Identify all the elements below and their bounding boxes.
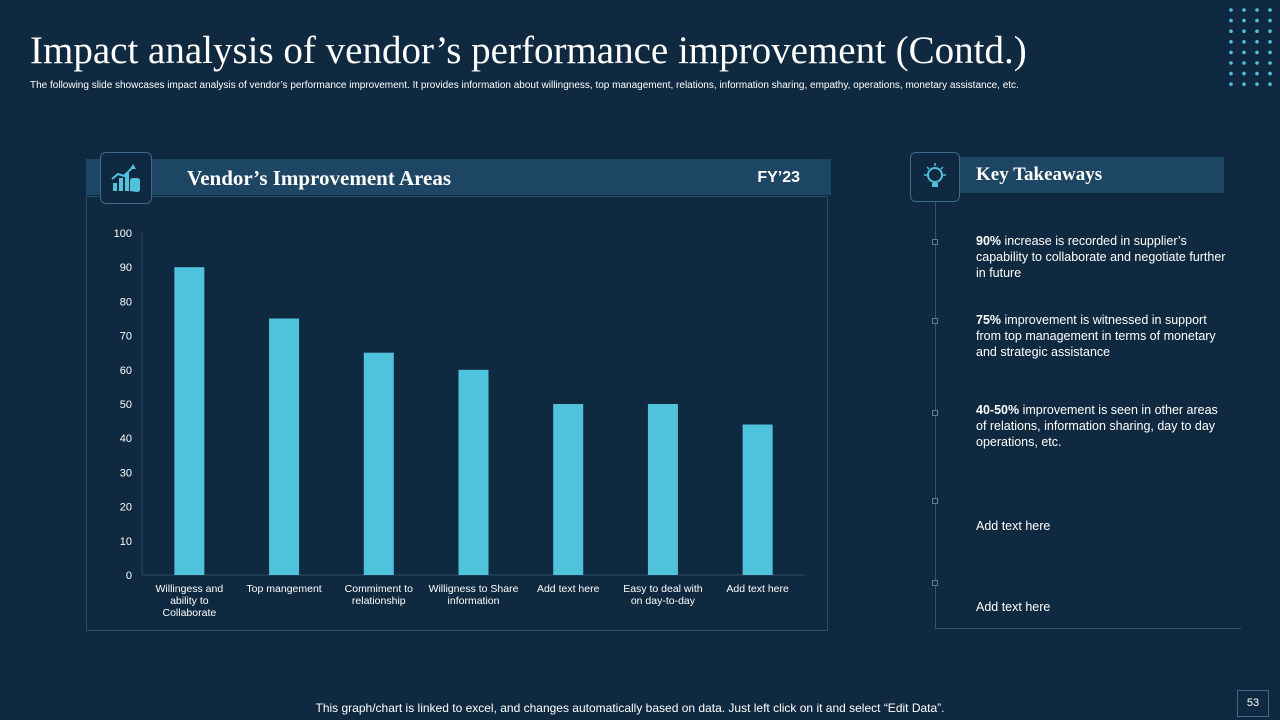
decorative-dot (1242, 61, 1246, 65)
decorative-dot (1242, 82, 1246, 86)
takeaway-highlight: 75% (976, 313, 1002, 327)
decorative-dot (1242, 29, 1246, 33)
y-tick-label: 50 (120, 399, 132, 411)
bar (553, 404, 584, 575)
takeaway-item: 90% increase is recorded in supplier’s c… (976, 233, 1228, 281)
decorative-dot (1229, 8, 1233, 12)
decorative-dot (1242, 50, 1246, 55)
decorative-dot-grid-icon (1229, 8, 1272, 86)
decorative-dot (1268, 71, 1272, 76)
takeaway-marker (932, 498, 938, 504)
bar (742, 424, 773, 575)
x-tick-label: Add text here (537, 583, 600, 595)
decorative-dot (1255, 71, 1259, 76)
slide-subtitle: The following slide showcases impact ana… (30, 80, 1019, 91)
takeaway-text: improvement is seen in other areas of re… (976, 403, 1218, 449)
x-tick-label: Willigness to Share information (429, 583, 519, 607)
x-axis-labels: Willingess and ability to Collaborate Top m… (156, 583, 790, 619)
bar (174, 267, 205, 575)
decorative-dot (1242, 18, 1246, 23)
bar (458, 369, 489, 575)
y-tick-label: 90 (120, 262, 132, 274)
decorative-dot (1242, 71, 1246, 76)
y-tick-label: 10 (120, 536, 132, 548)
takeaway-text: Add text here (976, 600, 1051, 614)
takeaway-item: Add text here (976, 599, 1228, 615)
x-tick-label: Easy to deal with on day-to-day (623, 583, 703, 607)
y-tick-label: 0 (126, 570, 132, 582)
y-tick-label: 60 (120, 365, 132, 377)
decorative-dot (1255, 40, 1259, 44)
takeaway-highlight: 90% (976, 234, 1002, 248)
decorative-dot (1255, 18, 1259, 23)
decorative-dot (1268, 82, 1272, 86)
takeaways-icon-badge (910, 152, 960, 202)
decorative-dot (1255, 8, 1259, 12)
bar-chart: 0 10 20 30 40 50 60 70 80 90 100 Willingess and abi… (114, 228, 805, 619)
y-tick-label: 80 (120, 296, 132, 308)
takeaway-marker (932, 239, 938, 245)
decorative-dot (1268, 18, 1272, 23)
decorative-dot (1242, 40, 1246, 44)
takeaway-item: 40-50% improvement is seen in other area… (976, 402, 1228, 450)
decorative-dot (1242, 8, 1246, 12)
lightbulb-icon (924, 163, 946, 187)
chart-icon-badge (100, 152, 152, 204)
decorative-dot (1268, 61, 1272, 65)
takeaway-highlight: 40-50% (976, 403, 1020, 417)
chart-title: Vendor’s Improvement Areas (187, 166, 452, 190)
bar (647, 404, 678, 575)
bar (363, 352, 394, 575)
bar-chart-hand-icon (111, 164, 140, 192)
page-number: 53 (1237, 690, 1269, 717)
x-tick-label: Willingess and ability to Collaborate (156, 583, 224, 619)
takeaway-marker (932, 410, 938, 416)
decorative-dot (1255, 50, 1259, 55)
decorative-dot (1268, 40, 1272, 44)
bar (269, 318, 300, 575)
decorative-dot (1268, 29, 1272, 33)
chart-panel: 0 10 20 30 40 50 60 70 80 90 100 Willingess and abi… (86, 196, 828, 631)
decorative-dot (1229, 61, 1233, 65)
bars (174, 267, 773, 575)
takeaway-marker (932, 580, 938, 586)
decorative-dot (1229, 50, 1233, 55)
decorative-dot (1229, 40, 1233, 44)
slide-title: Impact analysis of vendor’s performance … (30, 29, 1027, 72)
takeaways-divider (935, 628, 1241, 629)
takeaways-header: Key Takeaways (958, 157, 1224, 193)
decorative-dot (1255, 82, 1259, 86)
x-tick-label: Commiment to relationship (345, 583, 413, 607)
footer-note: This graph/chart is linked to excel, and… (315, 701, 945, 715)
decorative-dot (1229, 71, 1233, 76)
takeaway-text: improvement is witnessed in support from… (976, 313, 1216, 359)
chart-header: Vendor’s Improvement Areas FY’23 (86, 159, 831, 195)
takeaway-item: Add text here (976, 518, 1228, 534)
y-axis: 0 10 20 30 40 50 60 70 80 90 100 (114, 228, 805, 582)
decorative-dot (1229, 82, 1233, 86)
x-tick-label: Add text here (726, 583, 789, 595)
takeaway-item: 75% improvement is witnessed in support … (976, 312, 1228, 360)
decorative-dot (1255, 61, 1259, 65)
takeaway-text: Add text here (976, 519, 1051, 533)
y-tick-label: 40 (120, 433, 132, 445)
y-tick-label: 20 (120, 502, 132, 514)
takeaway-marker (932, 318, 938, 324)
decorative-dot (1268, 8, 1272, 12)
decorative-dot (1229, 18, 1233, 23)
x-tick-label: Top mangement (246, 583, 321, 595)
y-tick-label: 70 (120, 331, 132, 343)
decorative-dot (1229, 29, 1233, 33)
takeaway-text: increase is recorded in supplier’s capab… (976, 234, 1226, 280)
chart-period: FY’23 (757, 169, 800, 186)
y-tick-label: 100 (114, 228, 132, 240)
decorative-dot (1268, 50, 1272, 55)
takeaways-title: Key Takeaways (976, 164, 1103, 185)
decorative-dot (1255, 29, 1259, 33)
y-tick-label: 30 (120, 467, 132, 479)
